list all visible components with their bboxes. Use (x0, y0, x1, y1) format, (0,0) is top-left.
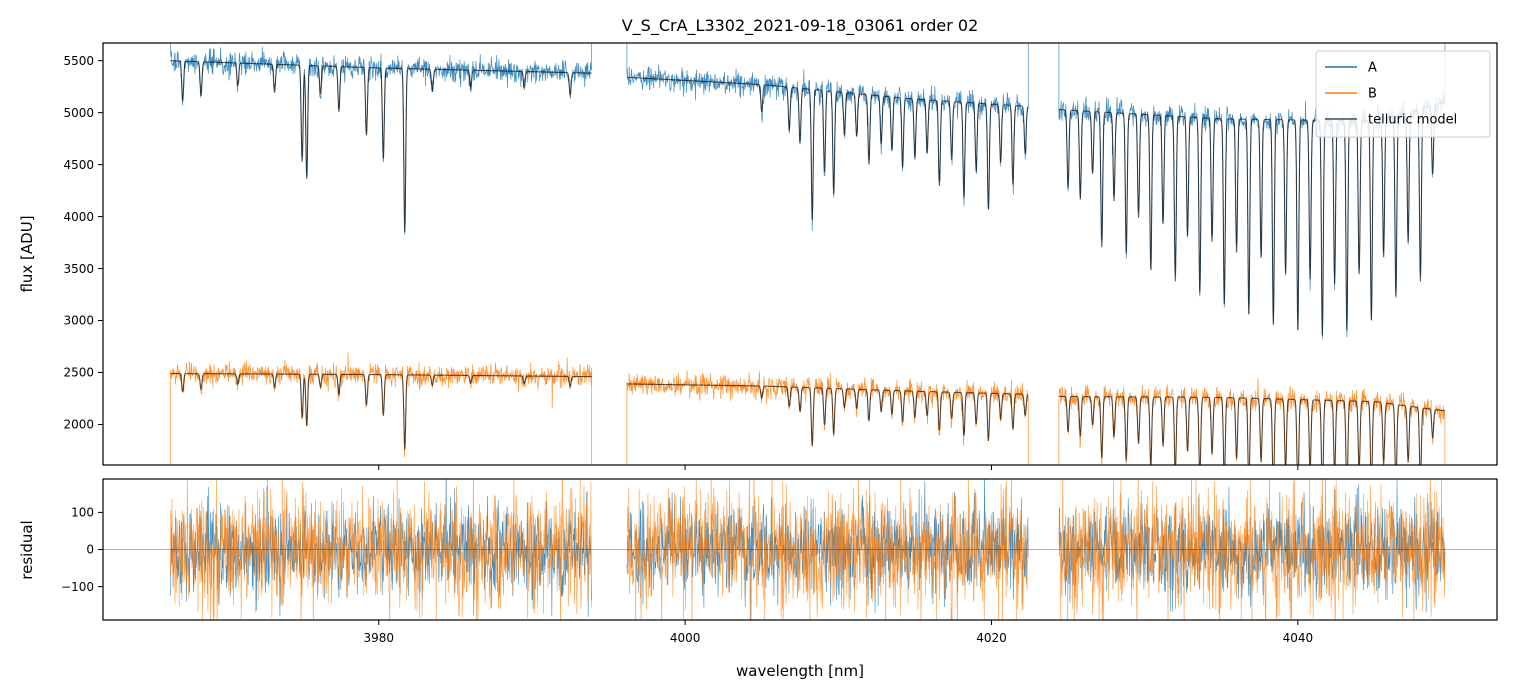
residual-panel: 100 0 −100 3980 4000 4020 4040 residual (18, 478, 1498, 645)
residual-x-axis: 3980 4000 4020 4040 (363, 620, 1313, 645)
chart-title: V_S_CrA_L3302_2021-09-18_03061 order 02 (622, 16, 979, 36)
flux-y-tick-label: 3500 (63, 262, 94, 276)
legend-entry-telluric-model: telluric model (1325, 113, 1457, 128)
x-axis-label: wavelength [nm] (736, 662, 864, 680)
flux-y-tick-label: 3000 (63, 314, 94, 328)
legend: A B telluric model (1315, 50, 1491, 138)
x-tick-label: 3980 (363, 631, 394, 645)
flux-y-tick-label: 2000 (63, 418, 94, 432)
flux-data-layer (170, 43, 1446, 465)
flux-x-ticks (378, 465, 1299, 470)
flux-y-tick-label: 4000 (63, 210, 94, 224)
residual-y-tick-label: 100 (71, 506, 94, 520)
flux-plot-area (103, 43, 1497, 465)
x-tick-label: 4040 (1283, 631, 1314, 645)
legend-label-b: B (1368, 87, 1377, 102)
residual-data-layer (103, 479, 1497, 620)
residual-y-tick-label: 0 (86, 543, 94, 557)
legend-entry-b: B (1325, 87, 1377, 102)
x-tick-label: 4020 (976, 631, 1007, 645)
flux-axes-frame (102, 42, 1498, 466)
residual-y-axis-label: residual (18, 520, 36, 579)
legend-label-telluric-model: telluric model (1368, 113, 1457, 128)
flux-y-axis-label: flux [ADU] (18, 215, 36, 292)
legend-label-a: A (1368, 61, 1377, 76)
flux-y-tick-label: 4500 (63, 158, 94, 172)
legend-frame (1315, 50, 1491, 138)
flux-y-tick-label: 5000 (63, 106, 94, 120)
telluric-model-b-line (170, 372, 1445, 465)
flux-panel: 2000 2500 3000 3500 4000 4500 5000 5500 flux [A… (18, 42, 1498, 470)
legend-entry-a: A (1325, 61, 1377, 76)
residual-b-line (170, 479, 1446, 620)
flux-y-tick-label: 5500 (63, 54, 94, 68)
flux-y-axis: 2000 2500 3000 3500 4000 4500 5000 5500 (63, 54, 103, 432)
flux-y-tick-label: 2500 (63, 366, 94, 380)
residual-y-axis: 100 0 −100 (61, 506, 103, 594)
x-tick-label: 4000 (670, 631, 701, 645)
series-b-line (170, 352, 1446, 465)
residual-y-tick-label: −100 (61, 580, 94, 594)
residual-axes-frame (102, 478, 1498, 621)
